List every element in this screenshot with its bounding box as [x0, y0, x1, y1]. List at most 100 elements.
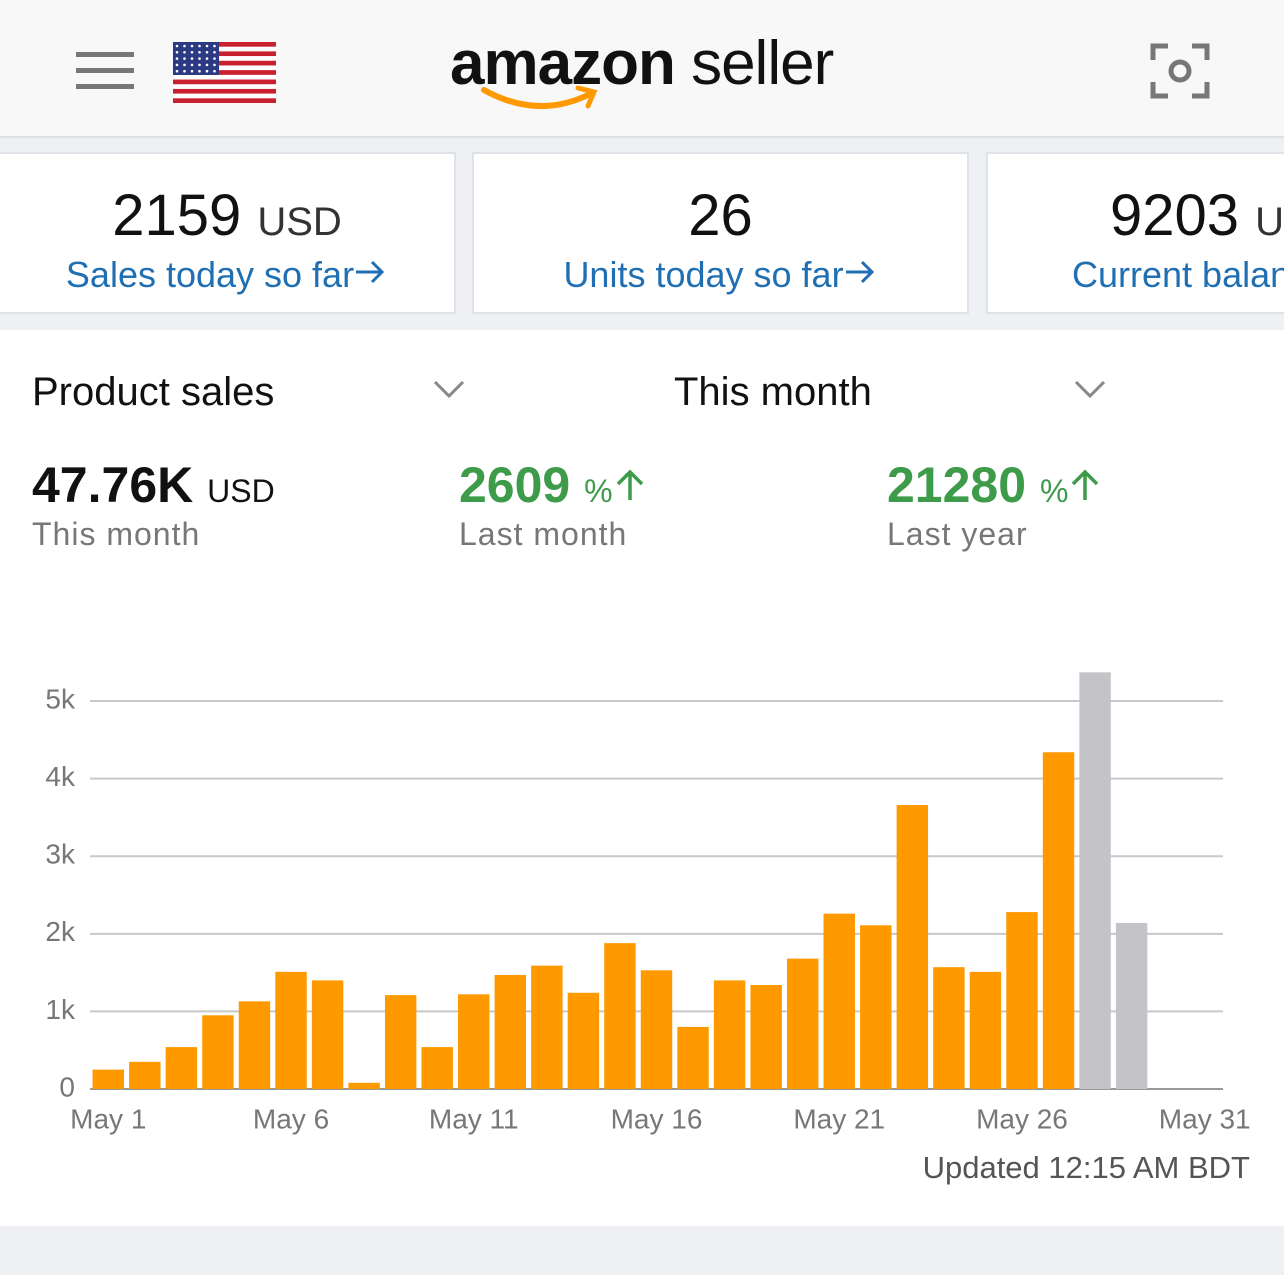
y-tick-label: 5k: [45, 683, 76, 714]
bar: [823, 913, 855, 1089]
flag-star: [183, 63, 186, 67]
flag-star: [175, 51, 179, 54]
period-dropdown[interactable]: This month: [674, 370, 872, 414]
us-flag[interactable]: [173, 42, 276, 103]
flag-star: [198, 57, 201, 60]
x-tick-label: May 16: [611, 1103, 703, 1134]
bar: [1079, 672, 1111, 1089]
flag-star: [183, 69, 186, 73]
up-arrow: [616, 469, 643, 500]
arrow-icon: [356, 260, 385, 284]
flag-star: [198, 51, 201, 54]
bar: [384, 995, 417, 1089]
metric-dropdown[interactable]: Product sales: [32, 370, 275, 414]
bar: [933, 967, 965, 1089]
arrow-icon: [845, 260, 874, 284]
bar: [1115, 922, 1148, 1089]
flag-stripe: [173, 93, 276, 99]
stat-label: Last month: [459, 516, 628, 552]
flag-star: [175, 63, 179, 67]
x-tick-label: May 1: [70, 1103, 146, 1134]
flag-star: [198, 69, 201, 73]
logo: amazon seller: [450, 28, 834, 99]
bar: [969, 971, 1002, 1089]
card-label: Current balance: [1072, 254, 1284, 295]
card[interactable]: 2159 USD Sales today so far: [0, 152, 456, 314]
bar: [311, 980, 344, 1089]
card-label: Units today so far: [563, 254, 844, 295]
flag-star: [190, 44, 194, 48]
bar: [604, 943, 636, 1089]
flag-star: [205, 57, 209, 60]
flag-star: [190, 51, 194, 54]
bar: [677, 1026, 709, 1089]
flag-star: [183, 57, 186, 60]
flag-canton: [173, 42, 219, 75]
flag-star: [183, 44, 186, 48]
flag-star: [213, 63, 216, 67]
menu-icon[interactable]: [74, 50, 136, 92]
header: amazon seller: [0, 0, 1284, 138]
flag-stripe: [173, 98, 276, 103]
up-arrow: [1072, 469, 1099, 500]
stat-value: 21280: [887, 457, 1027, 513]
bar: [713, 980, 746, 1089]
flag-stripe: [173, 74, 276, 80]
logo-product: seller: [691, 29, 834, 98]
stat-unit: USD: [207, 473, 275, 509]
flag-star: [205, 69, 209, 73]
bar: [348, 1082, 380, 1089]
flag-star: [175, 44, 179, 48]
sales-panel: Product sales This month 47.76K USD This…: [0, 330, 1284, 1226]
bar: [896, 805, 929, 1089]
flag-star: [205, 63, 209, 67]
x-tick-label: May 31: [1159, 1103, 1251, 1134]
updated-note: Updated 12:15 AM BDT: [923, 1150, 1250, 1185]
y-tick-label: 2k: [45, 916, 76, 947]
bar: [202, 1015, 234, 1089]
y-tick-label: 4k: [45, 761, 76, 792]
flag-stripe: [173, 79, 276, 85]
chevron: [433, 380, 465, 399]
bar: [129, 1061, 161, 1089]
logo-smile: [481, 85, 598, 110]
bar: [458, 994, 490, 1089]
flag-star: [190, 69, 194, 73]
flag-star: [213, 44, 216, 48]
bar: [165, 1047, 198, 1089]
bar: [567, 992, 600, 1089]
x-tick-label: May 11: [429, 1103, 519, 1134]
bar: [1042, 752, 1075, 1089]
bar: [750, 985, 782, 1089]
flag-star: [175, 69, 179, 73]
card[interactable]: 9203 USD Current balance: [986, 152, 1284, 314]
flag-star: [205, 44, 209, 48]
card[interactable]: 26 Units today so far: [472, 152, 969, 314]
card-unit: USD: [1255, 200, 1284, 244]
flag-star: [190, 63, 194, 67]
stat-unit: %: [584, 473, 613, 509]
flag-stripe: [173, 84, 276, 90]
bar: [531, 965, 563, 1089]
flag-star: [198, 44, 201, 48]
bar: [275, 971, 307, 1089]
y-tick-label: 3k: [45, 839, 76, 870]
stat-label: This month: [32, 516, 201, 552]
y-tick-label: 1k: [45, 994, 76, 1025]
flag-stripe: [173, 51, 276, 57]
flag-star: [183, 51, 186, 54]
bar: [1006, 912, 1038, 1089]
logo-brand: amazon: [450, 29, 676, 98]
flag-star: [198, 63, 201, 67]
bar: [640, 970, 673, 1089]
stat-label: Last year: [887, 516, 1028, 552]
bar: [421, 1047, 453, 1089]
stat-value: 2609: [459, 457, 571, 513]
scan-icon[interactable]: [1150, 42, 1210, 100]
flag-stripe: [173, 56, 276, 62]
bar: [238, 1001, 271, 1089]
flag-star: [213, 69, 216, 73]
chevron: [1074, 380, 1106, 399]
flag-stripe: [173, 65, 276, 71]
flag-star: [190, 57, 194, 60]
